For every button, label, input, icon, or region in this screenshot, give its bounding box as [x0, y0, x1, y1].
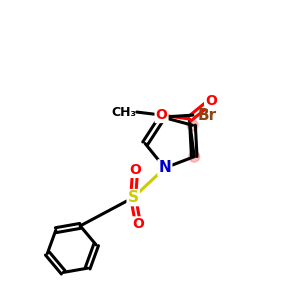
Text: O: O: [205, 94, 217, 108]
Text: Br: Br: [198, 108, 217, 123]
Text: N: N: [158, 160, 171, 175]
Text: S: S: [128, 190, 139, 205]
Text: O: O: [129, 163, 141, 177]
Circle shape: [189, 151, 200, 162]
Circle shape: [187, 120, 198, 131]
Text: O: O: [132, 218, 144, 231]
Text: CH₃: CH₃: [112, 106, 137, 118]
Text: O: O: [156, 108, 167, 122]
